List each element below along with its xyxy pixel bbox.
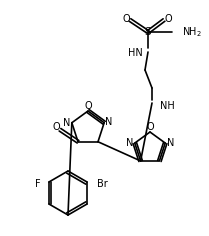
Text: N: N: [167, 138, 174, 148]
Text: N: N: [106, 117, 113, 127]
Text: NH: NH: [160, 101, 175, 111]
Text: N: N: [63, 118, 70, 128]
Text: HN: HN: [128, 48, 143, 58]
Text: N: N: [126, 138, 134, 148]
Text: O: O: [52, 122, 60, 132]
Text: F: F: [35, 179, 41, 189]
Text: O: O: [164, 14, 172, 24]
Text: O: O: [122, 14, 130, 24]
Text: Br: Br: [97, 179, 108, 189]
Text: O: O: [146, 122, 154, 132]
Text: O: O: [84, 101, 92, 111]
Text: S: S: [145, 27, 151, 37]
Text: NH$_2$: NH$_2$: [182, 25, 202, 39]
